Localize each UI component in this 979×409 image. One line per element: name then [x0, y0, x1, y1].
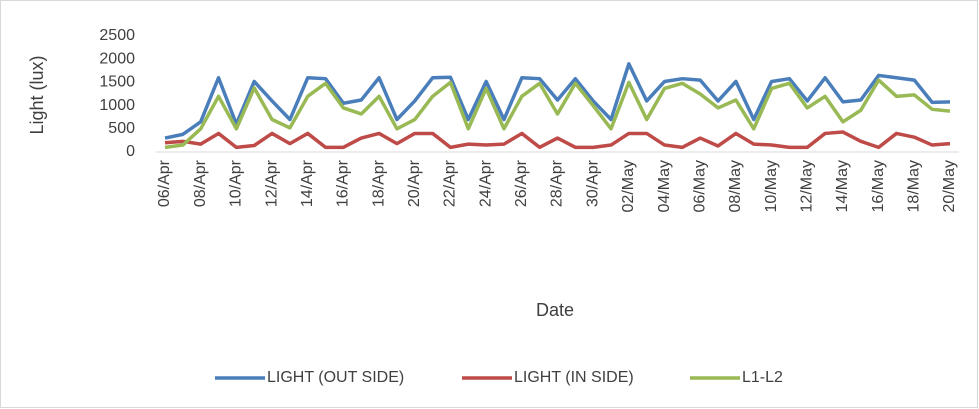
x-tick-label: 20/Apr — [406, 159, 423, 207]
x-tick-label: 12/Apr — [263, 159, 280, 207]
x-tick-label: 08/Apr — [192, 159, 209, 207]
x-tick-label: 14/Apr — [299, 159, 316, 207]
x-tick-label: 24/Apr — [477, 159, 494, 207]
x-tick-label: 18/May — [906, 160, 923, 212]
x-tick-label: 16/May — [870, 160, 887, 212]
x-tick-label: 26/Apr — [513, 159, 530, 207]
y-tick-label: 1500 — [99, 74, 135, 91]
x-tick-label: 10/Apr — [228, 159, 245, 207]
x-tick-label: 28/Apr — [549, 159, 566, 207]
y-tick-label: 1000 — [99, 97, 135, 114]
legend-label: L1-L2 — [742, 369, 783, 386]
y-tick-label: 2000 — [99, 50, 135, 67]
series-line — [164, 62, 951, 140]
x-tick-label: 04/May — [656, 160, 673, 212]
series-line — [164, 130, 951, 150]
x-axis-title: Date — [536, 300, 574, 320]
x-tick-label: 06/Apr — [156, 159, 173, 207]
y-tick-label: 2500 — [99, 27, 135, 44]
x-tick-label: 12/May — [798, 160, 815, 212]
y-tick-label: 0 — [126, 143, 135, 160]
x-tick-label: 20/May — [941, 160, 958, 212]
y-tick-label: 500 — [108, 120, 135, 137]
x-tick-label: 30/Apr — [584, 159, 601, 207]
x-tick-label: 16/Apr — [335, 159, 352, 207]
series-line — [164, 78, 951, 150]
legend-label: LIGHT (IN SIDE) — [514, 369, 634, 386]
x-tick-label: 02/May — [620, 160, 637, 212]
x-tick-label: 10/May — [763, 160, 780, 212]
x-tick-label: 18/Apr — [370, 159, 387, 207]
x-tick-label: 06/May — [691, 160, 708, 212]
x-tick-label: 14/May — [834, 160, 851, 212]
legend-label: LIGHT (OUT SIDE) — [267, 369, 404, 386]
x-tick-label: 22/Apr — [442, 159, 459, 207]
y-axis-title: Light (lux) — [27, 55, 47, 134]
x-tick-label: 08/May — [727, 160, 744, 212]
